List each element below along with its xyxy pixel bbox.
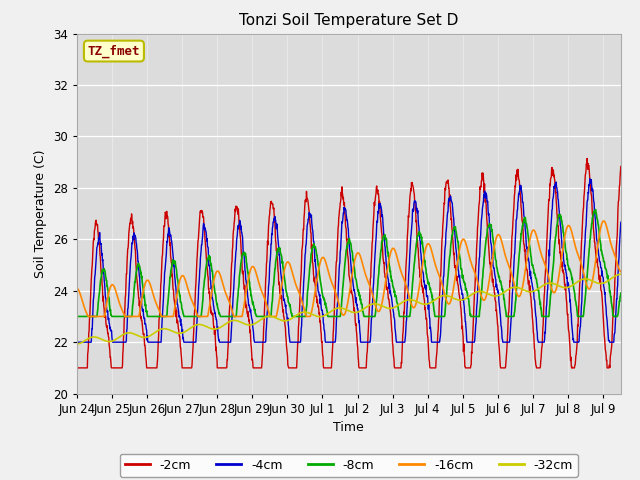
-4cm <box>601 291 609 297</box>
-16cm <box>510 280 518 286</box>
-8cm <box>591 206 599 212</box>
-4cm <box>510 266 518 272</box>
-2cm <box>510 205 518 211</box>
-2cm <box>116 365 124 371</box>
-16cm <box>600 218 607 224</box>
-2cm <box>127 217 135 223</box>
-4cm <box>586 176 594 181</box>
Legend: -2cm, -4cm, -8cm, -16cm, -32cm: -2cm, -4cm, -8cm, -16cm, -32cm <box>120 454 578 477</box>
-32cm <box>277 317 285 323</box>
-4cm <box>277 273 285 279</box>
-4cm <box>617 219 625 225</box>
-32cm <box>528 289 536 295</box>
Line: -4cm: -4cm <box>77 179 621 342</box>
-8cm <box>277 252 285 258</box>
-8cm <box>617 290 625 296</box>
-16cm <box>278 283 285 288</box>
-32cm <box>510 285 518 290</box>
-16cm <box>84 313 92 319</box>
Line: -16cm: -16cm <box>77 221 621 316</box>
-2cm <box>528 304 536 310</box>
Line: -32cm: -32cm <box>77 274 621 344</box>
-2cm <box>73 365 81 371</box>
Title: Tonzi Soil Temperature Set D: Tonzi Soil Temperature Set D <box>239 13 458 28</box>
-16cm <box>617 269 625 275</box>
-2cm <box>277 295 285 301</box>
-4cm <box>73 339 81 345</box>
-16cm <box>128 313 136 319</box>
-8cm <box>116 313 124 319</box>
-2cm <box>617 164 625 169</box>
-32cm <box>116 334 124 340</box>
-16cm <box>601 219 609 225</box>
-8cm <box>528 259 536 265</box>
-32cm <box>127 330 135 336</box>
-32cm <box>617 271 625 277</box>
-32cm <box>600 280 608 286</box>
-4cm <box>528 279 536 285</box>
-16cm <box>528 229 536 235</box>
-4cm <box>116 339 124 345</box>
-16cm <box>73 286 81 291</box>
Line: -8cm: -8cm <box>77 209 621 316</box>
Y-axis label: Soil Temperature (C): Soil Temperature (C) <box>34 149 47 278</box>
-8cm <box>73 313 81 319</box>
-4cm <box>127 252 135 258</box>
-8cm <box>601 261 609 266</box>
Text: TZ_fmet: TZ_fmet <box>88 44 140 58</box>
-16cm <box>116 302 124 308</box>
-8cm <box>510 313 518 319</box>
Line: -2cm: -2cm <box>77 158 621 368</box>
-2cm <box>601 336 609 342</box>
-2cm <box>583 156 591 161</box>
X-axis label: Time: Time <box>333 421 364 434</box>
-8cm <box>127 313 135 319</box>
-32cm <box>73 341 81 347</box>
